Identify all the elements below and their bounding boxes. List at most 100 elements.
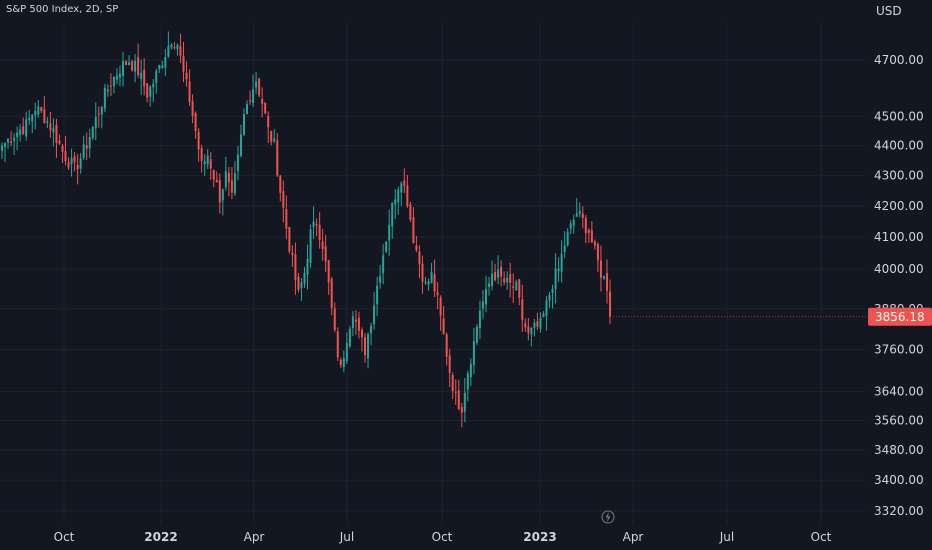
- candle-down: [10, 141, 13, 143]
- candle-up: [379, 276, 382, 283]
- candle-up: [481, 301, 484, 309]
- candle-down: [146, 83, 149, 98]
- candle-up: [370, 325, 373, 333]
- candle-down: [500, 267, 503, 277]
- price-tick-label: 4300.00: [874, 168, 924, 182]
- candle-up: [158, 65, 161, 70]
- candle-down: [137, 57, 140, 76]
- price-tick-label: 3480.00: [874, 443, 924, 457]
- candle-down: [276, 140, 279, 176]
- candle-down: [503, 278, 506, 283]
- candle-up: [385, 241, 388, 252]
- candle-down: [521, 299, 524, 321]
- candle-down: [197, 131, 200, 150]
- candle-up: [161, 65, 164, 68]
- candle-down: [76, 164, 79, 170]
- candle-down: [215, 179, 218, 183]
- candle-up: [203, 161, 206, 165]
- candle-down: [261, 98, 264, 104]
- candle-down: [282, 191, 285, 208]
- candle-down: [330, 278, 333, 308]
- candle-down: [249, 100, 252, 102]
- candle-down: [191, 101, 194, 116]
- candle-down: [412, 217, 415, 244]
- candle-up: [34, 111, 37, 116]
- candle-down: [131, 61, 134, 71]
- candle-up: [572, 219, 575, 226]
- time-tick-label: Apr: [244, 530, 265, 544]
- candle-down: [55, 124, 58, 144]
- candle-down: [590, 230, 593, 243]
- candle-up: [13, 137, 16, 141]
- candle-down: [457, 390, 460, 409]
- candle-up: [106, 89, 109, 92]
- candle-up: [342, 358, 345, 368]
- candle-up: [167, 46, 170, 57]
- candle-down: [179, 46, 182, 56]
- candle-up: [122, 61, 124, 76]
- time-tick-label: Oct: [811, 530, 832, 544]
- candle-down: [587, 229, 590, 233]
- candle-down: [336, 331, 339, 358]
- candle-up: [578, 210, 581, 214]
- candle-up: [382, 255, 385, 274]
- candle-up: [31, 114, 34, 122]
- candle-up: [306, 258, 309, 275]
- lightning-icon[interactable]: [601, 510, 615, 524]
- price-tick-label: 4500.00: [874, 109, 924, 123]
- candle-up: [152, 83, 155, 88]
- candle-down: [49, 123, 52, 131]
- candle-down: [606, 272, 608, 291]
- candle-up: [563, 245, 566, 253]
- candle-down: [294, 254, 297, 280]
- price-axis[interactable]: 4700.00 4500.00 4400.00 4300.00 4200.00 4100.…: [874, 53, 924, 518]
- last-price-badge: [868, 307, 932, 326]
- candle-up: [128, 62, 131, 66]
- candle-down: [194, 113, 197, 131]
- candle-down: [409, 204, 412, 220]
- candle-up: [4, 142, 7, 148]
- candle-up: [348, 328, 351, 347]
- candle-up: [367, 334, 370, 359]
- candle-up: [303, 272, 306, 284]
- candle-up: [252, 89, 255, 104]
- price-tick-label: 4100.00: [874, 230, 924, 244]
- candle-up: [466, 373, 469, 390]
- price-tick-label: 3640.00: [874, 385, 924, 399]
- price-tick-label: 3400.00: [874, 473, 924, 487]
- candle-up: [427, 281, 430, 285]
- candle-down: [43, 109, 46, 124]
- candle-down: [200, 147, 203, 162]
- candle-up: [170, 44, 173, 48]
- candle-up: [309, 229, 312, 263]
- candle-up: [155, 70, 158, 84]
- candle-up: [300, 282, 303, 289]
- price-tick-label: 4700.00: [874, 53, 924, 67]
- candle-up: [46, 121, 49, 123]
- candle-up: [164, 56, 167, 68]
- candle-down: [512, 286, 515, 288]
- candle-up: [351, 316, 354, 329]
- candle-down: [321, 241, 324, 249]
- candle-up: [28, 117, 31, 120]
- candle-up: [88, 137, 91, 149]
- candle-up: [52, 128, 55, 133]
- price-tick-label: 3320.00: [874, 504, 924, 518]
- candle-down: [125, 61, 128, 66]
- candle-down: [73, 156, 76, 163]
- candle-up: [491, 273, 494, 286]
- candle-up: [545, 300, 548, 316]
- currency-label: USD: [876, 4, 902, 18]
- candles: [1, 31, 612, 428]
- candle-down: [227, 172, 230, 182]
- candle-up: [115, 75, 118, 80]
- candle-up: [176, 44, 179, 50]
- candle-up: [478, 310, 481, 329]
- candle-down: [67, 162, 70, 168]
- candle-down: [291, 252, 294, 256]
- time-tick-label: Jul: [339, 530, 354, 544]
- candle-down: [536, 321, 539, 327]
- candle-down: [327, 260, 330, 283]
- time-axis[interactable]: Oct 2022 Apr Jul Oct 2023 Apr Jul Oct: [54, 530, 832, 544]
